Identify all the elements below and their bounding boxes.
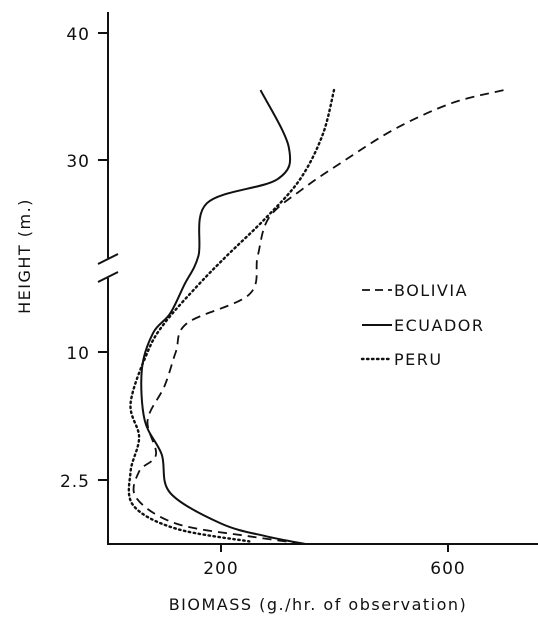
legend-label-ecuador: ECUADOR <box>394 316 484 335</box>
y-tick-label-30: 30 <box>66 152 90 172</box>
y-tick-label-2-5: 2.5 <box>60 472 90 492</box>
y-tick-label-10: 10 <box>66 344 90 364</box>
y-axis-title: HEIGHT (m.) <box>15 198 34 314</box>
legend: BOLIVIA ECUADOR PERU <box>360 281 484 369</box>
x-axis-title: BIOMASS (g./hr. of observation) <box>169 595 468 614</box>
axis-break-mark-1 <box>97 253 119 265</box>
x-tick-label-200: 200 <box>203 559 238 579</box>
y-tick-label-40: 40 <box>66 25 90 45</box>
x-tick-label-600: 600 <box>430 559 465 579</box>
series-line-ecuador <box>140 89 306 545</box>
series-line-peru <box>127 88 336 543</box>
legend-label-peru: PERU <box>394 350 443 369</box>
legend-label-bolivia: BOLIVIA <box>394 281 468 300</box>
series-line-bolivia <box>132 89 504 545</box>
axis-break-mark-2 <box>97 271 119 283</box>
